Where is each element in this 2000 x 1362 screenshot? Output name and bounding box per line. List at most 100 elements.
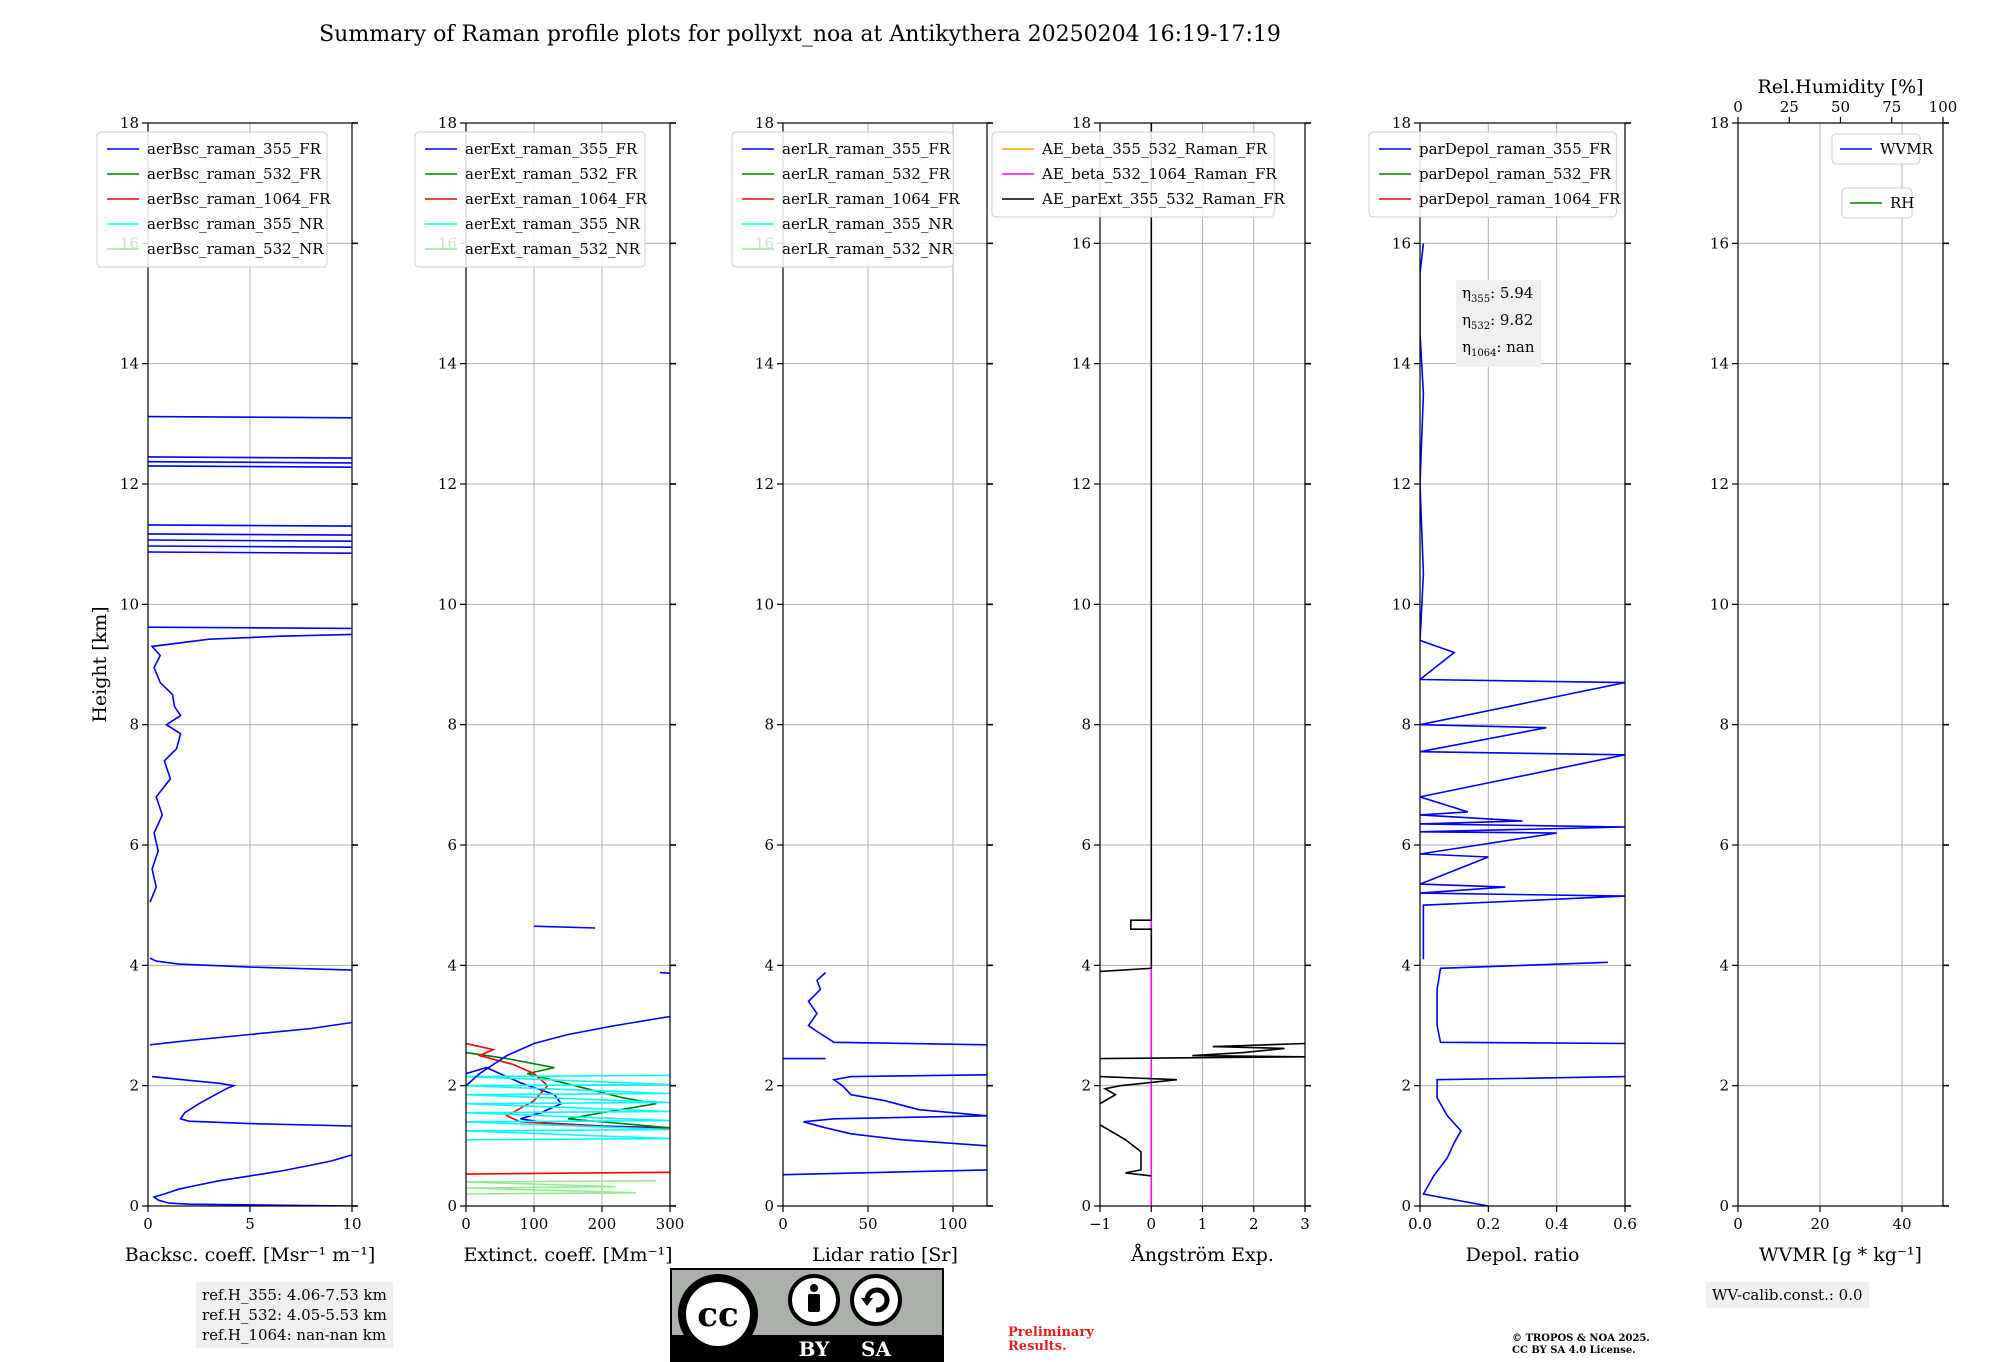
x-tick-label: 300: [656, 1215, 685, 1233]
ref-h-532: ref.H_532: 4.05-5.53 km: [202, 1306, 387, 1324]
copyright-line-1: © TROPOS & NOA 2025.: [1512, 1333, 1650, 1344]
x-tick-label: 2: [1249, 1215, 1259, 1233]
legend-label: parDepol_raman_355_FR: [1419, 140, 1612, 158]
cc-sa-text: SA: [861, 1337, 891, 1361]
ref-h-355: ref.H_355: 4.06-7.53 km: [202, 1286, 387, 1304]
legend-label: AE_beta_532_1064_Raman_FR: [1041, 165, 1277, 183]
legend-label: aerBsc_raman_532_NR: [147, 240, 324, 258]
y-tick-label: 12: [120, 475, 139, 493]
by-person-icon: [788, 1274, 840, 1326]
legend-label: aerExt_raman_355_FR: [465, 140, 638, 158]
y-tick-label: 16: [1710, 234, 1729, 252]
legend-box: [731, 131, 954, 268]
legend-label: WVMR: [1880, 140, 1934, 158]
y-tick-label: 8: [1081, 716, 1091, 734]
eta-532: η532: 9.82: [1462, 311, 1534, 332]
y-tick-label: 14: [438, 355, 457, 373]
y-tick-label: 18: [1392, 114, 1411, 132]
series-group: [466, 925, 670, 1195]
series-line: [148, 551, 352, 554]
y-tick-label: 10: [1392, 595, 1411, 613]
y-tick-label: 14: [1710, 355, 1729, 373]
legend-label: aerLR_raman_532_FR: [782, 165, 951, 183]
x-tick-label: 3: [1300, 1215, 1310, 1233]
legend-label: aerLR_raman_1064_FR: [782, 190, 960, 208]
eta-355: η355: 5.94: [1462, 284, 1534, 305]
series-line-parDepol_raman_355_FR: [1422, 1075, 1625, 1206]
panel-1: 0246810121416180510Backsc. coeff. [Msr⁻¹…: [89, 114, 375, 1266]
y-tick-label: 14: [120, 355, 139, 373]
y-tick-label: 12: [1710, 475, 1729, 493]
x-tick-label: 0: [778, 1215, 788, 1233]
y-tick-label: 8: [764, 716, 774, 734]
series-line: [148, 539, 352, 542]
legend-box: [991, 131, 1275, 218]
y-tick-label: 8: [447, 716, 457, 734]
series-group: [1100, 123, 1305, 1206]
legend-label: aerExt_raman_355_NR: [465, 215, 641, 233]
legend-label: aerLR_raman_355_NR: [782, 215, 953, 233]
axes-frame: [465, 122, 671, 1207]
y-tick-label: 14: [755, 355, 774, 373]
legend-label: aerLR_raman_532_NR: [782, 240, 953, 258]
x-axis-label: Depol. ratio: [1466, 1244, 1580, 1266]
x-tick-label: 0.0: [1408, 1215, 1432, 1233]
legend-label: parDepol_raman_1064_FR: [1419, 190, 1621, 208]
series-line: [148, 524, 352, 527]
y-tick-label: 12: [1072, 475, 1091, 493]
x-tick-label: 50: [858, 1215, 877, 1233]
x-tick-label: 40: [1892, 1215, 1911, 1233]
y-tick-label: 0: [764, 1197, 774, 1215]
x-tick-label: −1: [1089, 1215, 1111, 1233]
series-line: [1100, 1075, 1177, 1105]
series-line: [466, 1015, 670, 1087]
legend-box: [1368, 131, 1617, 218]
x-axis-label: WVMR [g * kg⁻¹]: [1759, 1244, 1922, 1266]
y-tick-label: 12: [755, 475, 774, 493]
y-tick-label: 8: [129, 716, 139, 734]
series-line-aerExt_raman_532_NR: [466, 1179, 657, 1195]
series-group: [148, 415, 352, 1206]
x-tick-label: 0: [143, 1215, 153, 1233]
y-tick-label: 18: [755, 114, 774, 132]
x-tick-label: 200: [588, 1215, 617, 1233]
y-tick-label: 6: [129, 836, 139, 854]
panel-3: 024681012141618050100Lidar ratio [Sr]aer…: [731, 114, 993, 1266]
x-tick-label: 0: [1733, 1215, 1743, 1233]
y-tick-label: 2: [129, 1077, 139, 1095]
series-line: [533, 925, 596, 929]
axes-frame: [1419, 122, 1626, 1207]
y-tick-label: 4: [129, 956, 139, 974]
x-tick-label: 0.6: [1613, 1215, 1637, 1233]
preliminary-line-1: Preliminary: [1008, 1325, 1094, 1340]
axes-frame: [1737, 122, 1944, 1207]
y-tick-label: 4: [1081, 956, 1091, 974]
series-line: [148, 465, 352, 468]
y-tick-label: 0: [129, 1197, 139, 1215]
copyright-line-2: CC BY SA 4.0 License.: [1512, 1345, 1636, 1356]
x-tick-label: 0: [461, 1215, 471, 1233]
series-group: [783, 972, 987, 1176]
x-tick-label: 0.2: [1476, 1215, 1500, 1233]
y-tick-label: 10: [438, 595, 457, 613]
x-tick-label: 10: [342, 1215, 361, 1233]
y-tick-label: 0: [1719, 1197, 1729, 1215]
y-tick-label: 18: [120, 114, 139, 132]
cc-license-logo: cc BY SA: [670, 1268, 944, 1362]
series-line-aerBsc_raman_355_FR: [152, 1154, 352, 1206]
y-tick-label: 6: [447, 836, 457, 854]
series-line: [152, 1075, 352, 1127]
preliminary-note: Preliminary Results.: [1008, 1326, 1094, 1354]
series-line: [803, 1115, 987, 1147]
legend-label: aerExt_raman_1064_FR: [465, 190, 647, 208]
y-tick-label: 18: [438, 114, 457, 132]
y-tick-label: 16: [1072, 234, 1091, 252]
svg-text:cc: cc: [697, 1295, 738, 1335]
cc-by-text: BY: [799, 1337, 831, 1361]
x-tick-label: 0.4: [1545, 1215, 1569, 1233]
legend-label: parDepol_raman_532_FR: [1419, 165, 1612, 183]
x-axis-label: Extinct. coeff. [Mm⁻¹]: [463, 1244, 672, 1266]
cc-icon: cc: [678, 1274, 758, 1354]
